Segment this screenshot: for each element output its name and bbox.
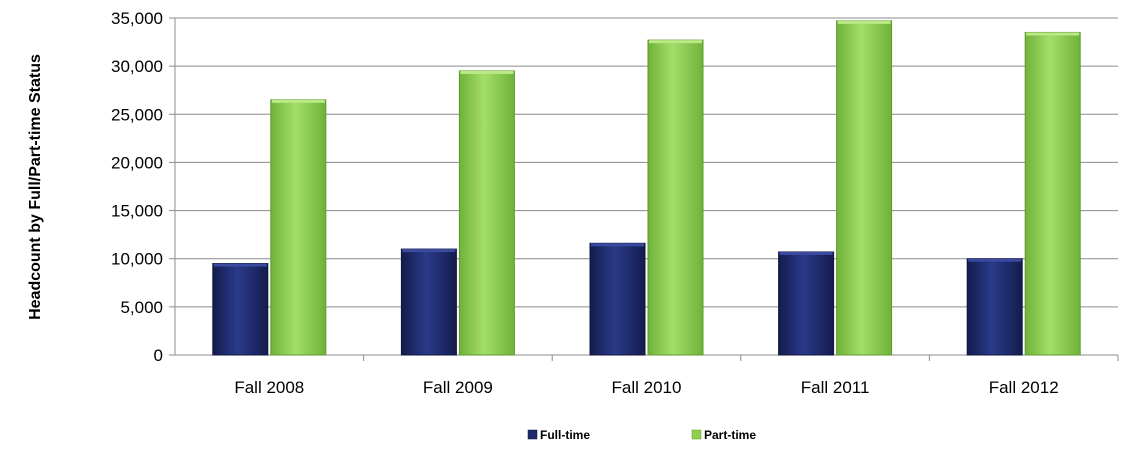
y-tick-label: 15,000 [111, 202, 163, 221]
bar-part-time [647, 39, 704, 356]
y-tick-label: 5,000 [120, 298, 163, 317]
bars [212, 20, 1081, 356]
legend-swatch [527, 429, 538, 440]
y-tick-label: 25,000 [111, 105, 163, 124]
bar-top-highlight [591, 243, 644, 247]
bar-part-time [458, 70, 515, 356]
x-tick-label: Fall 2011 [801, 378, 870, 397]
bar-full-time [966, 258, 1023, 356]
x-tick-label: Fall 2012 [989, 378, 1059, 397]
bar-part-time [1024, 31, 1081, 356]
bar-top-highlight [649, 40, 702, 44]
legend: Full-time Part-time [527, 428, 756, 442]
bar-part-time [270, 99, 327, 356]
y-tick-label: 0 [154, 346, 163, 365]
bar-top-highlight [213, 263, 267, 267]
y-tick-label: 10,000 [111, 250, 163, 269]
legend-label: Part-time [704, 428, 756, 442]
bar-top-highlight [271, 99, 325, 103]
bar-full-time [212, 263, 269, 356]
bar-full-time [778, 251, 835, 356]
bar-top-highlight [460, 70, 514, 74]
bar-top-highlight [837, 20, 891, 24]
y-axis-label: Headcount by Full/Part-time Status [27, 54, 44, 320]
x-tick-label: Fall 2009 [423, 378, 493, 397]
y-tick-label: 35,000 [111, 9, 163, 28]
legend-swatch [691, 429, 702, 440]
y-tick-label: 20,000 [111, 153, 163, 172]
bar-part-time [836, 20, 893, 356]
axes [169, 17, 1119, 361]
tick-labels: 0 5,000 10,000 15,000 20,000 25,000 30,000 35,0… [111, 9, 1059, 397]
x-tick-label: Fall 2010 [612, 378, 682, 397]
legend-label: Full-time [540, 428, 590, 442]
bar-top-highlight [1026, 32, 1080, 36]
bar-top-highlight [968, 258, 1022, 262]
bar-top-highlight [402, 249, 456, 253]
bar-top-highlight [779, 251, 833, 255]
y-tick-label: 30,000 [111, 57, 163, 76]
gridlines [175, 17, 1118, 308]
bar-full-time [400, 248, 457, 356]
x-tick-label: Fall 2008 [234, 378, 304, 397]
bar-full-time [589, 242, 646, 356]
